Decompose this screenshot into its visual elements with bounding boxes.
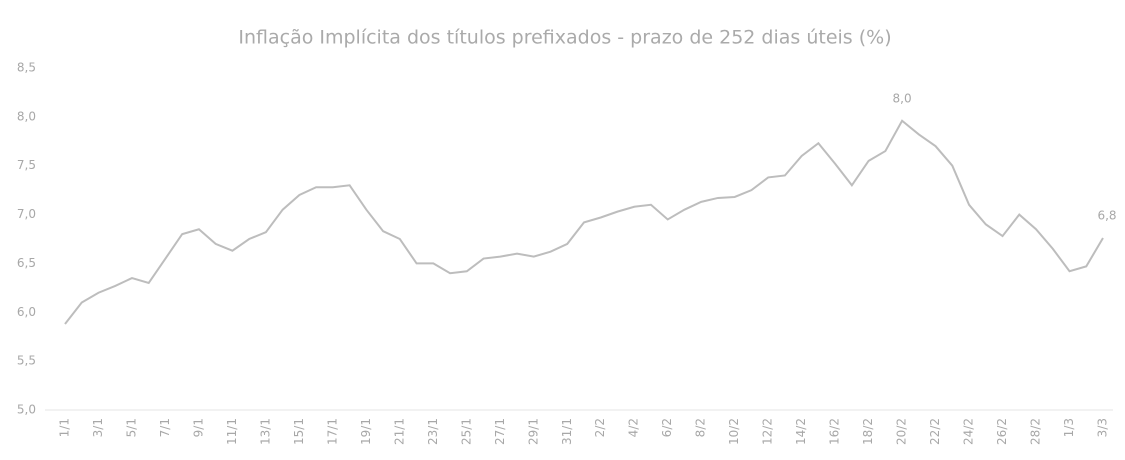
x-tick-label: 3/1 xyxy=(91,418,105,437)
x-tick-label: 4/2 xyxy=(627,418,641,437)
x-tick-label: 27/1 xyxy=(493,418,507,445)
x-tick-label: 9/1 xyxy=(191,418,205,437)
x-tick-label: 24/2 xyxy=(962,418,976,445)
x-tick-label: 14/2 xyxy=(794,418,808,445)
x-tick-label: 23/1 xyxy=(426,418,440,445)
data-label: 6,8 xyxy=(1097,209,1116,223)
x-tick-label: 5/1 xyxy=(124,418,138,437)
x-tick-label: 20/2 xyxy=(895,418,909,445)
x-tick-label: 28/2 xyxy=(1029,418,1043,445)
x-tick-label: 2/2 xyxy=(593,418,607,437)
x-tick-label: 29/1 xyxy=(526,418,540,445)
x-tick-label: 17/1 xyxy=(325,418,339,445)
x-tick-label: 7/1 xyxy=(158,418,172,437)
y-tick-label: 7,5 xyxy=(17,158,36,172)
x-tick-label: 1/1 xyxy=(58,418,72,437)
x-tick-label: 11/1 xyxy=(225,418,239,445)
y-tick-label: 8,0 xyxy=(17,109,36,123)
x-tick-label: 16/2 xyxy=(828,418,842,445)
x-tick-label: 22/2 xyxy=(928,418,942,445)
x-tick-label: 25/1 xyxy=(459,418,473,445)
y-tick-label: 6,0 xyxy=(17,305,36,319)
y-tick-label: 7,0 xyxy=(17,207,36,221)
x-tick-label: 10/2 xyxy=(727,418,741,445)
x-tick-label: 31/1 xyxy=(560,418,574,445)
x-tick-label: 1/3 xyxy=(1062,418,1076,437)
x-tick-label: 15/1 xyxy=(292,418,306,445)
y-tick-label: 5,0 xyxy=(17,403,36,417)
line xyxy=(64,119,1104,325)
x-tick-label: 19/1 xyxy=(359,418,373,445)
y-tick-label: 5,5 xyxy=(17,354,36,368)
x-tick-label: 21/1 xyxy=(392,418,406,445)
x-tick-label: 3/3 xyxy=(1096,418,1110,437)
x-tick-label: 13/1 xyxy=(258,418,272,445)
x-tick-label: 26/2 xyxy=(995,418,1009,445)
x-tick-label: 8/2 xyxy=(694,418,708,437)
y-tick-label: 6,5 xyxy=(17,256,36,270)
chart-title: Inflação Implícita dos títulos prefixado… xyxy=(238,27,891,49)
x-tick-label: 6/2 xyxy=(660,418,674,437)
x-tick-label: 18/2 xyxy=(861,418,875,445)
data-label: 8,0 xyxy=(893,91,912,105)
x-tick-label: 12/2 xyxy=(761,418,775,445)
y-tick-label: 8,5 xyxy=(17,61,36,75)
